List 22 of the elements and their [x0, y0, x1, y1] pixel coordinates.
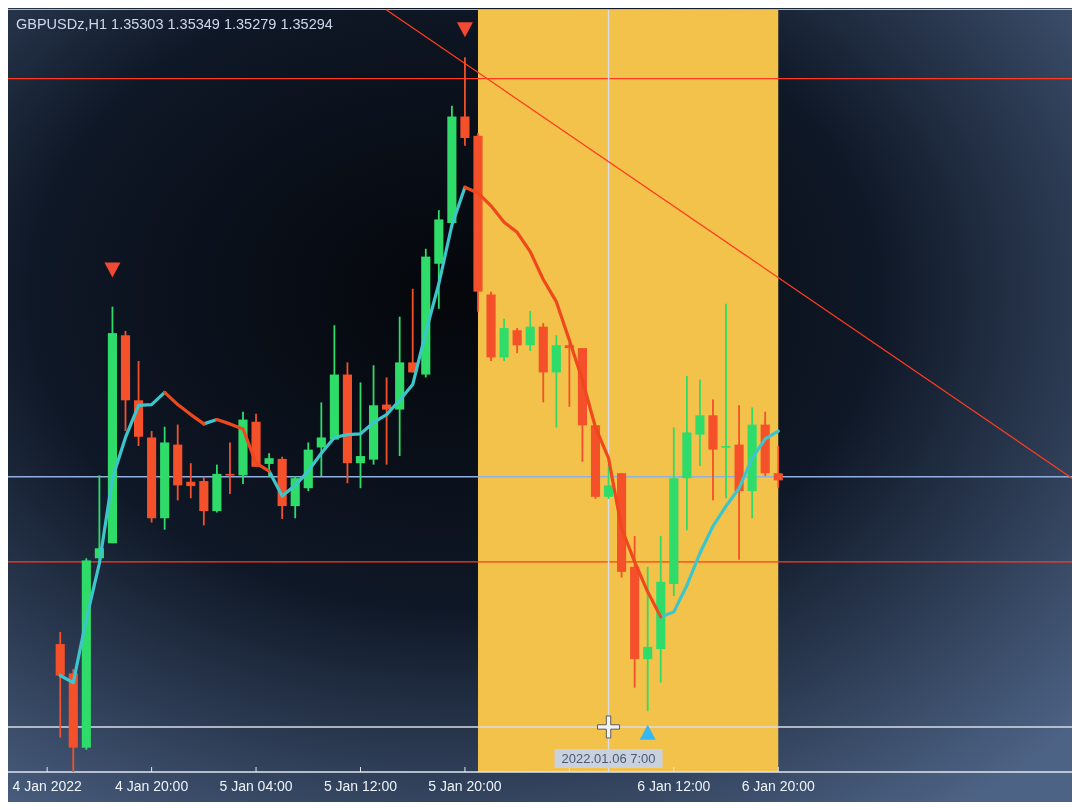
x-tick-label: 4 Jan 2022	[12, 778, 83, 794]
candlestick	[316, 401, 326, 477]
x-tick-label: 6 Jan 20:00	[741, 778, 816, 794]
candlestick	[225, 441, 235, 495]
x-tick-label: 5 Jan 20:00	[428, 778, 502, 794]
chart-title: GBPUSDz,H1 1.35303 1.35349 1.35279 1.35294	[16, 16, 333, 32]
candlestick	[512, 327, 522, 355]
candlestick	[264, 452, 274, 478]
candlestick	[721, 302, 731, 500]
candlestick	[355, 381, 366, 490]
x-tick-label: 4 Jan 20:00	[115, 778, 189, 794]
candlestick	[186, 462, 196, 500]
candlestick	[525, 310, 535, 352]
candlestick	[643, 565, 653, 713]
candlestick	[382, 376, 392, 466]
x-tick-label: 5 Jan 12:00	[323, 778, 398, 794]
x-tick-label: 5 Jan 04:00	[219, 778, 293, 794]
x-tick-label: 6 Jan 12:00	[637, 778, 711, 794]
ref-line-label: 2022.01.06 7:00	[561, 751, 656, 766]
candlestick	[773, 445, 783, 490]
candlestick	[695, 378, 705, 467]
candlestick	[460, 56, 470, 147]
